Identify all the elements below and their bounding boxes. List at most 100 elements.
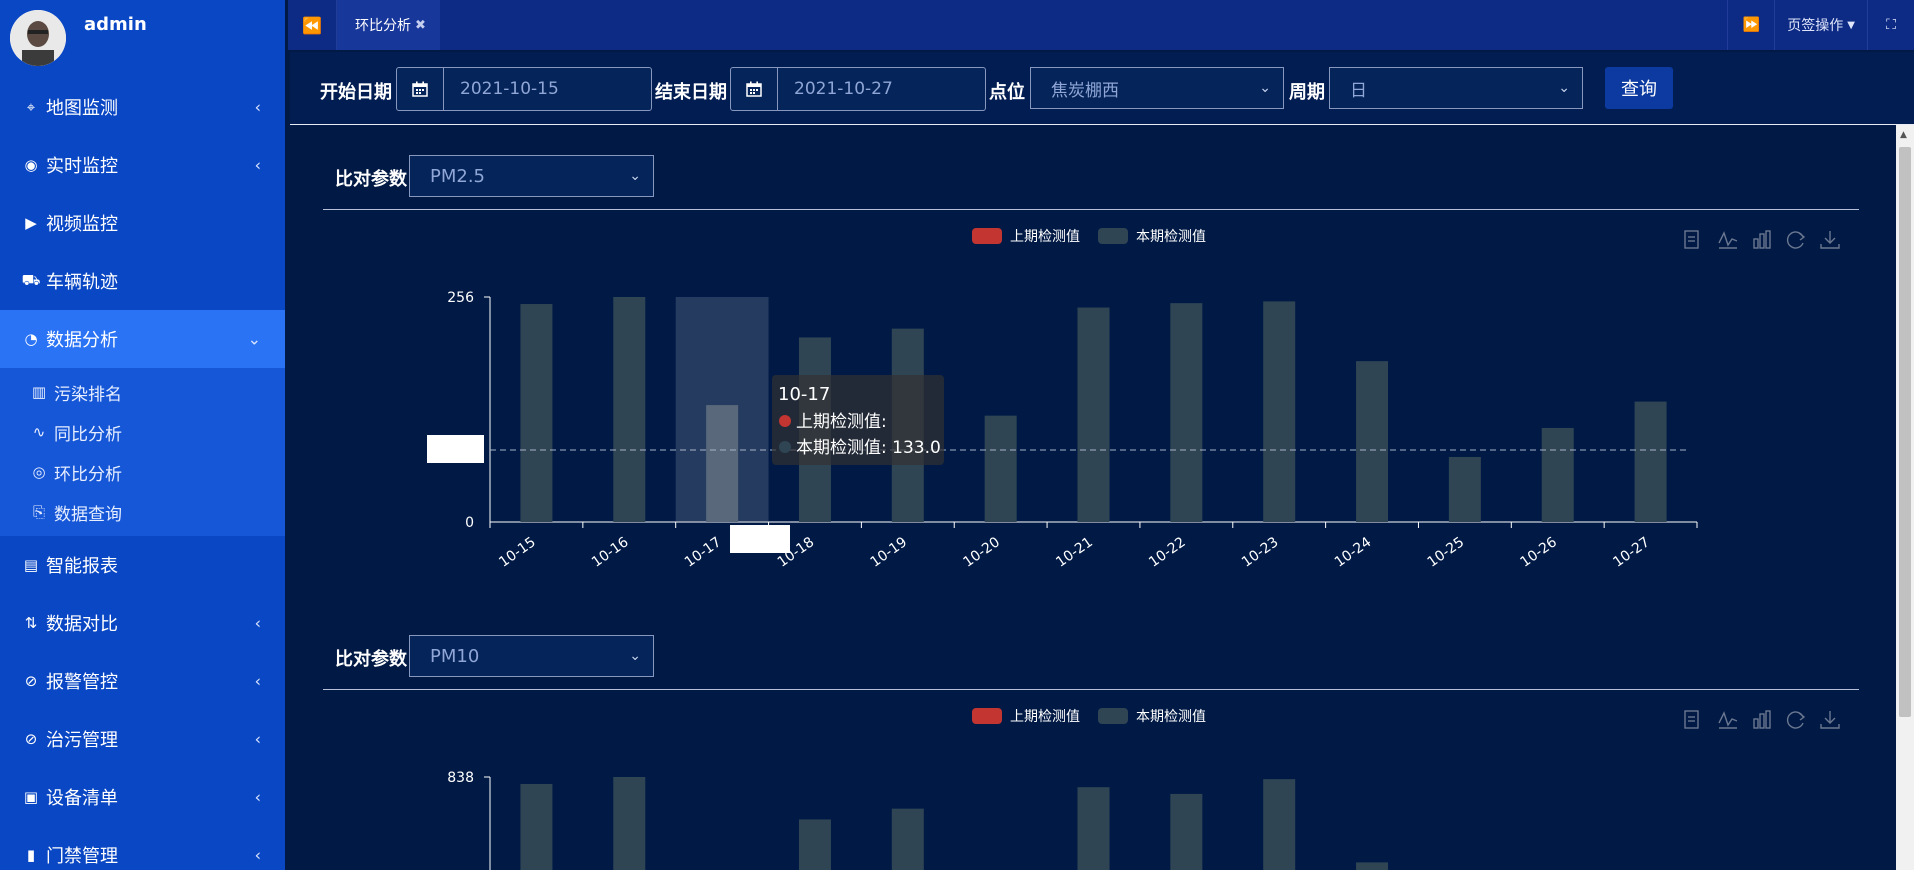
param-label: 比对参数 <box>335 169 407 190</box>
bar[interactable] <box>798 819 831 870</box>
video-icon: ▶ <box>25 214 37 232</box>
sidebar-item-label: 设备清单 <box>46 788 118 809</box>
sidebar-item[interactable]: ⌖ 地图监测 ‹ <box>0 78 285 136</box>
legend-label: 本期检测值 <box>1136 229 1206 245</box>
y-tick-label: 838 <box>447 770 474 786</box>
x-tick-label: 10-25 <box>1425 534 1468 570</box>
end-date-input[interactable]: 2021-10-27 <box>730 67 986 111</box>
bar-chart-icon[interactable] <box>1753 230 1771 249</box>
bar-chart-icon[interactable] <box>1753 710 1771 729</box>
sidebar-item[interactable]: ◔ 数据分析 ⌄ <box>0 310 285 368</box>
bar[interactable] <box>1170 793 1203 870</box>
chevron-icon: ‹ <box>254 729 261 749</box>
page-ops-label: 页签操作 <box>1787 18 1844 34</box>
bar[interactable] <box>706 405 739 522</box>
x-tick-label: 10-20 <box>960 534 1003 570</box>
sidebar-item[interactable]: ⇅ 数据对比 ‹ <box>0 594 285 652</box>
x-tick-label: 10-16 <box>589 534 632 570</box>
chevron-icon: ‹ <box>254 97 261 117</box>
bar[interactable] <box>520 304 553 522</box>
legend-label: 上期检测值 <box>1010 709 1080 725</box>
close-icon[interactable]: ✖ <box>415 17 426 33</box>
bar[interactable] <box>1263 779 1296 870</box>
tooltip-marker <box>779 415 791 427</box>
sidebar-item[interactable]: ▮ 门禁管理 ‹ <box>0 826 285 870</box>
tab-active[interactable]: 环比分析 ✖ <box>337 0 440 50</box>
scroll-thumb[interactable] <box>1899 147 1911 717</box>
bar[interactable] <box>1077 787 1110 870</box>
submenu-item-label: 污染排名 <box>54 384 122 405</box>
download-icon[interactable] <box>1820 231 1840 249</box>
legend-label: 本期检测值 <box>1136 709 1206 725</box>
line-chart-icon[interactable] <box>1718 231 1738 249</box>
site-select[interactable]: 焦炭棚西 ⌄ <box>1030 67 1284 109</box>
param-select[interactable]: PM2.5 ⌄ <box>409 155 654 197</box>
sidebar-item-label: 门禁管理 <box>46 846 118 867</box>
data-view-icon[interactable] <box>1684 710 1699 729</box>
page-ops-dropdown[interactable]: 页签操作 ▼ <box>1774 0 1867 50</box>
chevron-down-icon: ⌄ <box>629 168 641 184</box>
period-label: 周期 <box>1289 82 1325 103</box>
tab-scroll-right-icon[interactable]: ⏩ <box>1727 0 1774 50</box>
bar[interactable] <box>1170 303 1203 522</box>
bar[interactable] <box>891 808 924 870</box>
submenu-item[interactable]: ∿ 同比分析 <box>0 412 285 452</box>
refresh-icon[interactable] <box>1786 231 1806 249</box>
submenu-item[interactable]: ▥ 污染排名 <box>0 372 285 412</box>
submenu-item[interactable]: ⎘ 数据查询 <box>0 492 285 532</box>
bar[interactable] <box>613 777 646 870</box>
sidebar-item[interactable]: ⊘ 治污管理 ‹ <box>0 710 285 768</box>
sidebar-item[interactable]: ▣ 设备清单 ‹ <box>0 768 285 826</box>
fullscreen-icon[interactable]: ⛶ <box>1867 0 1914 50</box>
legend-swatch <box>1098 708 1128 724</box>
bar[interactable] <box>1356 361 1389 522</box>
start-date-label: 开始日期 <box>320 82 392 103</box>
data-view-icon[interactable] <box>1684 230 1699 249</box>
divider <box>323 689 1859 690</box>
sidebar-item[interactable]: ⛟ 车辆轨迹 <box>0 252 285 310</box>
bar[interactable] <box>1541 427 1574 522</box>
line-chart-icon[interactable] <box>1718 711 1738 729</box>
bar[interactable] <box>613 297 646 522</box>
bar[interactable] <box>1634 401 1667 522</box>
scrollbar[interactable]: ▲ <box>1896 125 1914 870</box>
report-icon: ▤ <box>23 556 39 574</box>
x-tick-label: 10-21 <box>1053 534 1096 570</box>
bar[interactable] <box>520 783 553 870</box>
legend-item[interactable]: 本期检测值 <box>1098 708 1206 725</box>
content-area: 比对参数 PM2.5 ⌄ 上期检测值 本期检测值 256 0 10-15 10-16 10-17 1… <box>290 125 1896 870</box>
sidebar-item[interactable]: ▤ 智能报表 <box>0 536 285 594</box>
download-icon[interactable] <box>1820 711 1840 729</box>
axis-pointer-label-y <box>427 435 484 463</box>
submenu-item-label: 数据查询 <box>54 504 122 525</box>
calendar-icon <box>397 68 444 110</box>
sidebar-item-label: 实时监控 <box>46 156 118 177</box>
param-select[interactable]: PM10 ⌄ <box>409 635 654 677</box>
sidebar-item[interactable]: ◉ 实时监控 ‹ <box>0 136 285 194</box>
bar[interactable] <box>984 415 1017 522</box>
tab-scroll-left-icon[interactable]: ⏪ <box>288 0 337 50</box>
refresh-icon[interactable] <box>1786 711 1806 729</box>
bar[interactable] <box>1356 862 1389 870</box>
chevron-down-icon: ⌄ <box>629 648 641 664</box>
caret-down-icon: ▼ <box>1847 19 1855 31</box>
period-select[interactable]: 日 ⌄ <box>1329 67 1583 109</box>
submenu-item[interactable]: ◎ 环比分析 <box>0 452 285 492</box>
chevron-down-icon: ⌄ <box>1558 80 1570 96</box>
sidebar-item[interactable]: ⊘ 报警管控 ‹ <box>0 652 285 710</box>
query-button[interactable]: 查询 <box>1605 67 1673 109</box>
bar[interactable] <box>1448 456 1481 522</box>
door-icon: ▮ <box>26 846 36 864</box>
legend-item[interactable]: 本期检测值 <box>1098 228 1206 245</box>
bar[interactable] <box>1263 301 1296 522</box>
x-tick-label: 10-23 <box>1239 534 1282 570</box>
avatar[interactable] <box>10 10 66 66</box>
legend-item[interactable]: 上期检测值 <box>972 708 1080 725</box>
legend-item[interactable]: 上期检测值 <box>972 228 1080 245</box>
bar[interactable] <box>1077 307 1110 522</box>
start-date-input[interactable]: 2021-10-15 <box>396 67 652 111</box>
param-row: 比对参数 PM2.5 ⌄ <box>335 155 665 197</box>
scroll-up-icon[interactable]: ▲ <box>1900 130 1907 140</box>
sidebar-item[interactable]: ▶ 视频监控 <box>0 194 285 252</box>
tooltip-title: 10-17 <box>778 384 830 405</box>
